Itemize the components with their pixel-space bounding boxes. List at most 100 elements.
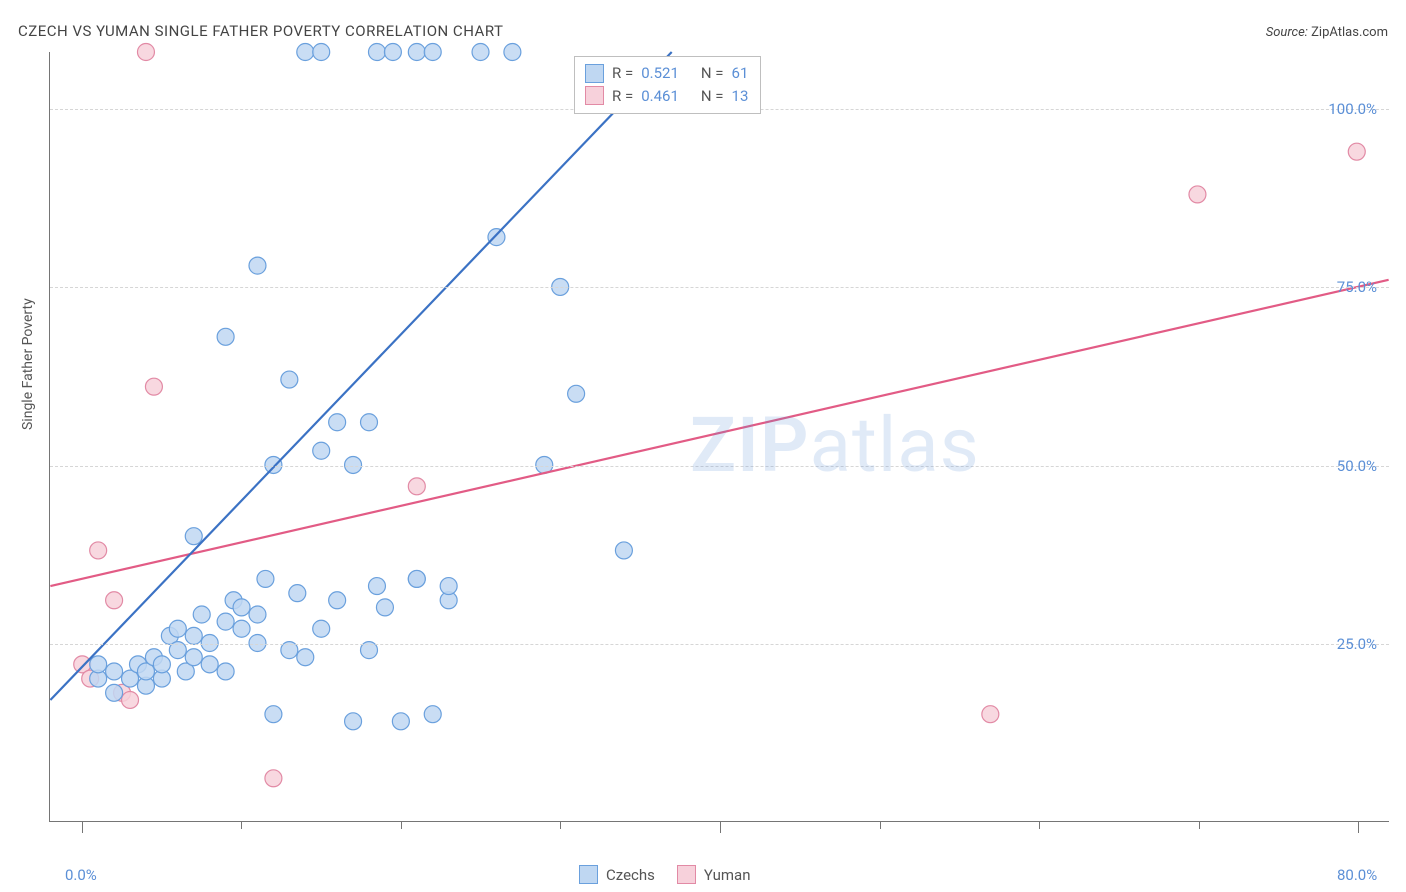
data-point [193,606,210,623]
r-label: R = [612,85,633,108]
data-point [249,257,266,274]
data-point [472,44,489,61]
data-point [185,528,202,545]
data-point [217,613,234,630]
data-point [233,620,250,637]
y-tick-label: 75.0% [1337,278,1377,296]
chart-plot-area: 25.0% 50.0% 75.0% 100.0% [49,52,1389,822]
data-point [233,599,250,616]
trend-line [50,52,671,700]
data-point [201,656,218,673]
legend-label: Yuman [704,866,751,884]
data-point [90,542,107,559]
data-point [153,656,170,673]
data-point [615,542,632,559]
data-point [106,684,123,701]
data-point [169,620,186,637]
legend-swatch [579,865,598,884]
stats-row: R = 0.521 N = 61 [585,62,748,85]
data-point [265,770,282,787]
data-point [408,570,425,587]
data-point [122,691,139,708]
r-label: R = [612,62,633,85]
n-value: 61 [732,62,749,85]
data-point [329,414,346,431]
x-tick-label: 80.0% [1337,866,1377,884]
data-point [392,713,409,730]
data-point [345,713,362,730]
scatter-plot-svg [50,52,1389,821]
x-tick-label: 0.0% [65,866,97,884]
y-tick-label: 100.0% [1328,100,1377,118]
x-tick [1199,821,1200,829]
y-tick-label: 50.0% [1337,457,1377,475]
data-point [217,328,234,345]
data-point [249,606,266,623]
x-tick [401,821,402,829]
stats-row: R = 0.461 N = 13 [585,85,748,108]
n-value: 13 [732,85,749,108]
stats-legend-box: R = 0.521 N = 61 R = 0.461 N = 13 [574,56,761,114]
data-point [376,599,393,616]
source-label: Source: [1266,25,1308,40]
data-point [368,578,385,595]
gridline-horizontal [50,644,1389,645]
data-point [145,378,162,395]
data-point [297,649,314,666]
trend-line [50,280,1388,586]
data-point [185,627,202,644]
data-point [297,44,314,61]
data-point [90,656,107,673]
data-point [106,663,123,680]
data-point [257,570,274,587]
data-point [361,414,378,431]
x-tick [720,821,721,833]
data-point [1348,143,1365,160]
data-point [408,44,425,61]
data-point [313,620,330,637]
data-point [313,44,330,61]
data-point [137,44,154,61]
chart-title: CZECH VS YUMAN SINGLE FATHER POVERTY COR… [18,22,503,40]
data-point [440,578,457,595]
data-point [281,371,298,388]
data-point [982,706,999,723]
data-point [265,706,282,723]
x-tick [880,821,881,829]
legend-item: Czechs [579,865,655,884]
legend-item: Yuman [677,865,751,884]
data-point [1189,186,1206,203]
x-tick [82,821,83,833]
source-value: ZipAtlas.com [1311,25,1388,40]
gridline-horizontal [50,466,1389,467]
x-tick [560,821,561,829]
data-point [408,478,425,495]
r-value: 0.521 [641,62,679,85]
n-label: N = [701,85,724,108]
data-point [568,385,585,402]
gridline-horizontal [50,287,1389,288]
x-tick [1358,821,1359,833]
data-point [313,442,330,459]
data-point [384,44,401,61]
y-tick-label: 25.0% [1337,635,1377,653]
r-value: 0.461 [641,85,679,108]
legend-swatch [677,865,696,884]
data-point [185,649,202,666]
data-point [504,44,521,61]
n-label: N = [701,62,724,85]
data-point [217,663,234,680]
legend-label: Czechs [606,866,655,884]
header-row: CZECH VS YUMAN SINGLE FATHER POVERTY COR… [18,22,1388,40]
data-point [289,585,306,602]
data-point [488,229,505,246]
bottom-legend: Czechs Yuman [579,865,751,884]
source-credit: Source: ZipAtlas.com [1266,25,1388,40]
data-point [368,44,385,61]
data-point [106,592,123,609]
x-tick [241,821,242,829]
legend-swatch [585,64,604,83]
data-point [424,706,441,723]
y-axis-label: Single Father Poverty [20,298,36,430]
x-tick [1039,821,1040,829]
